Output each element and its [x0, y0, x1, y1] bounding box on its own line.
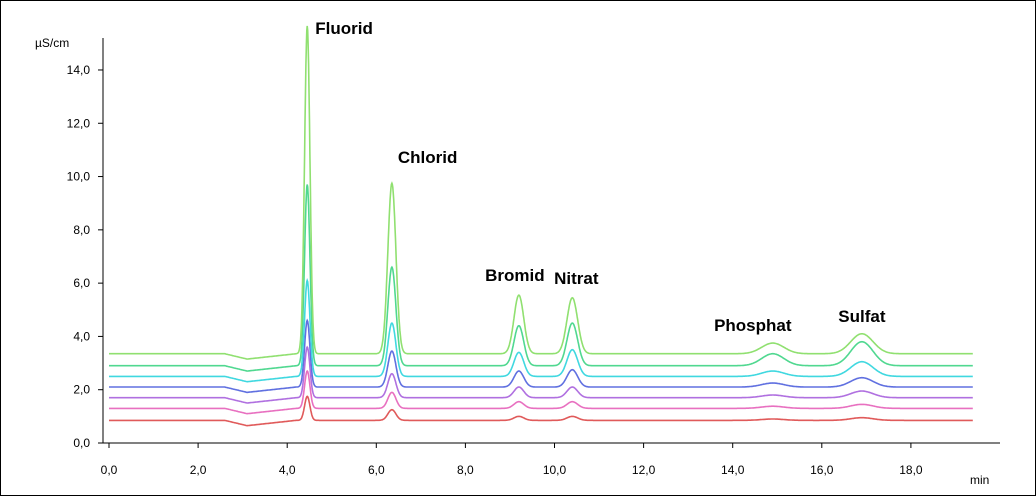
peak-labels: Fluorid Chlorid Bromid Nitrat Phosphat Sulfat [315, 19, 886, 335]
y-tick-label: 4,0 [73, 329, 90, 343]
x-axis-label: min [970, 473, 989, 487]
x-tick-label: 2,0 [190, 463, 207, 477]
x-tick-label: 14,0 [721, 463, 745, 477]
x-tick-label: 0,0 [101, 463, 118, 477]
series-line-2 [109, 369, 973, 415]
x-tick-label: 8,0 [457, 463, 474, 477]
x-tick-label: 10,0 [543, 463, 567, 477]
peak-label-sulfat: Sulfat [838, 307, 886, 326]
peak-label-nitrat: Nitrat [554, 269, 599, 288]
peak-label-fluorid: Fluorid [315, 19, 373, 38]
x-tick-label: 6,0 [368, 463, 385, 477]
x-ticks: 0,0 2,0 4,0 6,0 8,0 10,0 12,0 14,0 16,0 18,0 [101, 443, 923, 477]
y-ticks: 0,0 2,0 4,0 6,0 8,0 10,0 12,0 14,0 [67, 63, 103, 450]
x-tick-label: 18,0 [899, 463, 923, 477]
series-line-6 [109, 184, 973, 372]
series-line-7 [109, 25, 973, 360]
peak-label-bromid: Bromid [485, 266, 545, 285]
y-tick-label: 8,0 [73, 223, 90, 237]
series-line-5 [109, 278, 973, 383]
x-tick-label: 4,0 [279, 463, 296, 477]
peak-label-phosphat: Phosphat [714, 316, 792, 335]
y-tick-label: 2,0 [73, 383, 90, 397]
y-tick-label: 14,0 [67, 63, 91, 77]
series-line-3 [109, 345, 973, 404]
y-tick-label: 12,0 [67, 116, 91, 130]
y-tick-label: 0,0 [73, 436, 90, 450]
series-line-1 [109, 395, 973, 427]
x-tick-label: 12,0 [632, 463, 656, 477]
y-tick-label: 6,0 [73, 276, 90, 290]
series-line-4 [109, 318, 973, 394]
y-tick-label: 10,0 [67, 170, 91, 184]
series-group [109, 25, 973, 427]
peak-label-chlorid: Chlorid [398, 148, 458, 167]
y-axis-label: µS/cm [35, 36, 69, 50]
x-tick-label: 16,0 [810, 463, 834, 477]
